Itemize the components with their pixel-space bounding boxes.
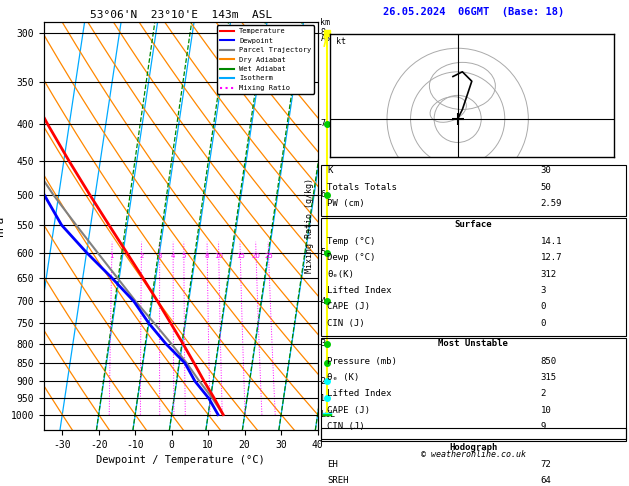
Text: θₑ(K): θₑ(K) (327, 270, 353, 278)
Text: CAPE (J): CAPE (J) (327, 302, 370, 312)
Bar (321, 165, 626, 216)
Text: 312: 312 (540, 270, 557, 278)
X-axis label: Dewpoint / Temperature (°C): Dewpoint / Temperature (°C) (96, 455, 265, 466)
Text: 14.1: 14.1 (540, 237, 562, 246)
Text: 10: 10 (540, 406, 551, 415)
Text: ASL: ASL (320, 34, 335, 43)
Bar (321, 338, 626, 439)
Bar (321, 218, 626, 336)
Text: 5: 5 (320, 248, 325, 257)
Text: Hodograph: Hodograph (449, 443, 498, 452)
Text: 64: 64 (540, 476, 551, 485)
Text: 4: 4 (320, 297, 325, 306)
Text: LCL: LCL (320, 410, 335, 419)
Text: EH: EH (327, 460, 338, 469)
Text: 315: 315 (540, 373, 557, 382)
Text: 0: 0 (540, 319, 546, 328)
Text: 3: 3 (540, 286, 546, 295)
Text: 4: 4 (171, 253, 175, 259)
Bar (321, 428, 626, 441)
Text: SREH: SREH (327, 476, 348, 485)
Text: K: K (327, 166, 332, 175)
Legend: Temperature, Dewpoint, Parcel Trajectory, Dry Adiabat, Wet Adiabat, Isotherm, Mi: Temperature, Dewpoint, Parcel Trajectory… (217, 25, 314, 94)
Text: 5: 5 (182, 253, 186, 259)
Text: CIN (J): CIN (J) (327, 319, 365, 328)
Text: 1: 1 (109, 253, 114, 259)
Text: θₑ (K): θₑ (K) (327, 373, 359, 382)
Text: 7: 7 (320, 120, 325, 128)
Text: Surface: Surface (455, 220, 492, 229)
Text: Most Unstable: Most Unstable (438, 340, 508, 348)
Text: 850: 850 (540, 357, 557, 365)
Text: 2.59: 2.59 (540, 199, 562, 208)
Text: 9: 9 (540, 422, 546, 431)
Text: Temp (°C): Temp (°C) (327, 237, 376, 246)
Text: 50: 50 (540, 183, 551, 191)
Text: CIN (J): CIN (J) (327, 422, 365, 431)
Text: 30: 30 (540, 166, 551, 175)
Text: 3: 3 (320, 339, 325, 348)
Text: 6: 6 (320, 190, 325, 199)
Text: 2: 2 (540, 389, 546, 399)
Text: Mixing Ratio (g/kg): Mixing Ratio (g/kg) (306, 178, 314, 274)
Text: km: km (320, 18, 330, 27)
Text: 15: 15 (236, 253, 245, 259)
Text: 25: 25 (264, 253, 273, 259)
Text: 3: 3 (157, 253, 162, 259)
Y-axis label: hPa: hPa (0, 216, 5, 236)
Text: 12.7: 12.7 (540, 253, 562, 262)
Text: Totals Totals: Totals Totals (327, 183, 397, 191)
Text: 0: 0 (540, 302, 546, 312)
Text: PW (cm): PW (cm) (327, 199, 365, 208)
Text: 8: 8 (320, 28, 325, 37)
Text: 1: 1 (320, 394, 325, 403)
Text: 2: 2 (139, 253, 143, 259)
Title: 53°06'N  23°10'E  143m  ASL: 53°06'N 23°10'E 143m ASL (90, 10, 272, 20)
Text: 8: 8 (205, 253, 209, 259)
Text: 72: 72 (540, 460, 551, 469)
Text: 2: 2 (320, 377, 325, 386)
Text: Pressure (mb): Pressure (mb) (327, 357, 397, 365)
Text: Dewp (°C): Dewp (°C) (327, 253, 376, 262)
Text: © weatheronline.co.uk: © weatheronline.co.uk (421, 450, 526, 459)
Text: CAPE (J): CAPE (J) (327, 406, 370, 415)
Text: Lifted Index: Lifted Index (327, 286, 391, 295)
Text: Lifted Index: Lifted Index (327, 389, 391, 399)
Text: 10: 10 (214, 253, 223, 259)
Text: 26.05.2024  06GMT  (Base: 18): 26.05.2024 06GMT (Base: 18) (382, 7, 564, 17)
Text: 20: 20 (252, 253, 260, 259)
